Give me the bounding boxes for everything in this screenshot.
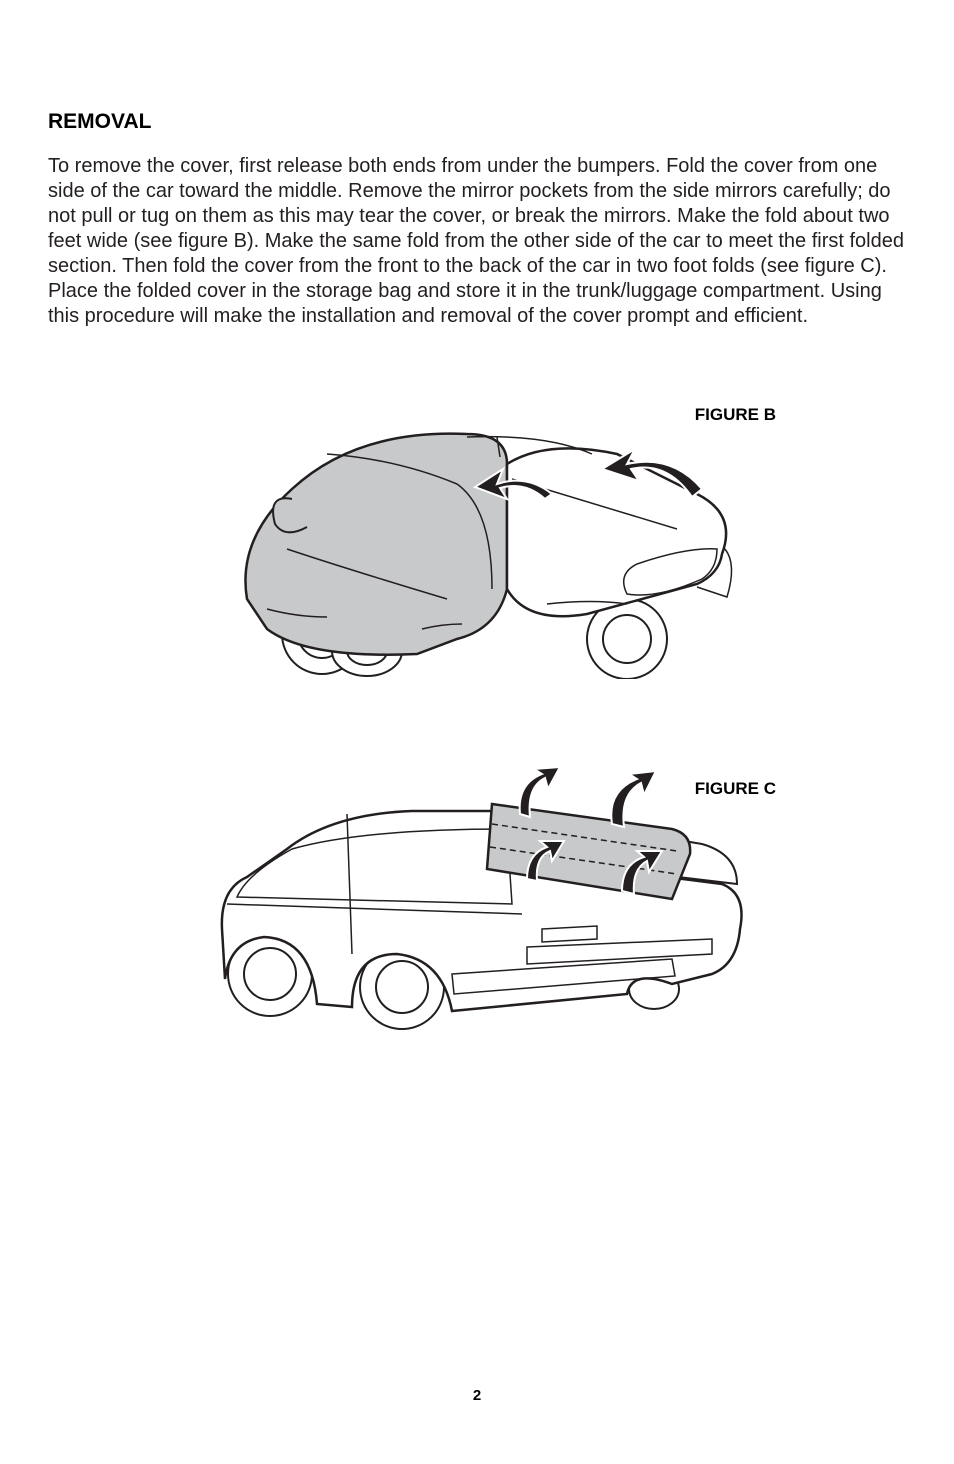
figure-c-wrap: FIGURE C — [48, 729, 906, 1049]
figures-container: FIGURE B — [48, 399, 906, 1049]
figure-b-illustration — [197, 399, 757, 679]
figure-b-label: FIGURE B — [695, 405, 776, 425]
figure-c-label: FIGURE C — [695, 779, 776, 799]
page-number: 2 — [0, 1387, 954, 1404]
section-heading: REMOVAL — [48, 110, 906, 134]
figure-b-wrap: FIGURE B — [48, 399, 906, 679]
figure-c-illustration — [192, 729, 762, 1049]
body-paragraph: To remove the cover, first release both … — [48, 154, 906, 329]
